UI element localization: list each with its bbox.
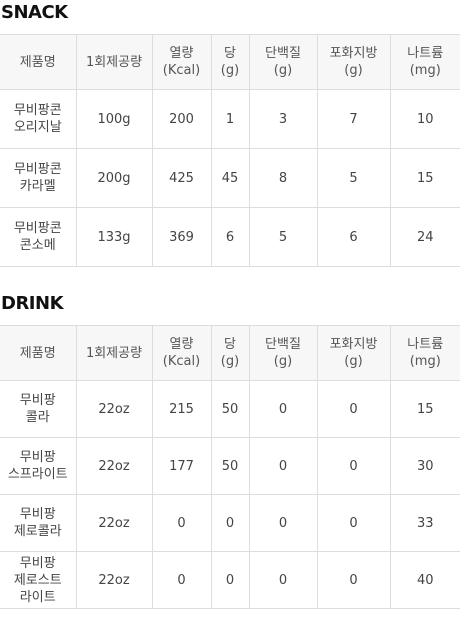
table-row: 무비팡콘 오리지날 100g 200 1 3 7 10 [0,90,460,149]
serving-cell: 100g [76,90,152,149]
header-calories: 열량 (Kcal) [152,326,211,381]
sugar-cell: 6 [211,208,249,267]
snack-nutrition-table: 제품명 1회제공량 열량 (Kcal) 당 (g) 단백질 (g) 포화지방 (g) 나… [0,34,460,267]
sugar-cell: 0 [211,495,249,552]
header-calories: 열량 (Kcal) [152,35,211,90]
serving-cell: 22oz [76,552,152,609]
serving-cell: 133g [76,208,152,267]
calories-cell: 215 [152,381,211,438]
serving-cell: 22oz [76,381,152,438]
calories-cell: 200 [152,90,211,149]
snack-section-title: SNACK [0,2,460,24]
sugar-cell: 45 [211,149,249,208]
protein-cell: 8 [249,149,317,208]
header-serving-size: 1회제공량 [76,35,152,90]
table-row: 무비팡 스프라이트 22oz 177 50 0 0 30 [0,438,460,495]
serving-cell: 22oz [76,495,152,552]
product-name-cell: 무비팡 제로콜라 [0,495,76,552]
table-header-row: 제품명 1회제공량 열량 (Kcal) 당 (g) 단백질 (g) 포화지방 (g) 나… [0,326,460,381]
header-sugar: 당 (g) [211,35,249,90]
protein-cell: 0 [249,438,317,495]
sodium-cell: 40 [390,552,460,609]
saturated-fat-cell: 0 [317,438,390,495]
sodium-cell: 15 [390,381,460,438]
table-row: 무비팡콘 콘소메 133g 369 6 5 6 24 [0,208,460,267]
header-protein: 단백질 (g) [249,35,317,90]
product-name-cell: 무비팡콘 콘소메 [0,208,76,267]
product-name-cell: 무비팡콘 카라멜 [0,149,76,208]
calories-cell: 425 [152,149,211,208]
serving-cell: 200g [76,149,152,208]
calories-cell: 0 [152,552,211,609]
protein-cell: 0 [249,552,317,609]
header-sugar: 당 (g) [211,326,249,381]
saturated-fat-cell: 0 [317,381,390,438]
table-header-row: 제품명 1회제공량 열량 (Kcal) 당 (g) 단백질 (g) 포화지방 (g) 나… [0,35,460,90]
saturated-fat-cell: 7 [317,90,390,149]
sugar-cell: 50 [211,438,249,495]
product-name-cell: 무비팡콘 오리지날 [0,90,76,149]
header-product-name: 제품명 [0,326,76,381]
sugar-cell: 50 [211,381,249,438]
calories-cell: 0 [152,495,211,552]
protein-cell: 0 [249,381,317,438]
sugar-cell: 1 [211,90,249,149]
table-row: 무비팡 제로스트 라이트 22oz 0 0 0 0 40 [0,552,460,609]
saturated-fat-cell: 0 [317,495,390,552]
header-serving-size: 1회제공량 [76,326,152,381]
calories-cell: 177 [152,438,211,495]
calories-cell: 369 [152,208,211,267]
header-sodium: 나트륨 (mg) [390,35,460,90]
table-row: 무비팡콘 카라멜 200g 425 45 8 5 15 [0,149,460,208]
serving-cell: 22oz [76,438,152,495]
protein-cell: 0 [249,495,317,552]
sodium-cell: 15 [390,149,460,208]
product-name-cell: 무비팡 콜라 [0,381,76,438]
saturated-fat-cell: 6 [317,208,390,267]
product-name-cell: 무비팡 제로스트 라이트 [0,552,76,609]
header-product-name: 제품명 [0,35,76,90]
header-protein: 단백질 (g) [249,326,317,381]
sodium-cell: 24 [390,208,460,267]
sodium-cell: 10 [390,90,460,149]
protein-cell: 3 [249,90,317,149]
saturated-fat-cell: 5 [317,149,390,208]
saturated-fat-cell: 0 [317,552,390,609]
sodium-cell: 30 [390,438,460,495]
protein-cell: 5 [249,208,317,267]
table-row: 무비팡 콜라 22oz 215 50 0 0 15 [0,381,460,438]
sugar-cell: 0 [211,552,249,609]
sodium-cell: 33 [390,495,460,552]
table-row: 무비팡 제로콜라 22oz 0 0 0 0 33 [0,495,460,552]
header-sodium: 나트륨 (mg) [390,326,460,381]
drink-section-title: DRINK [0,293,460,315]
drink-nutrition-table: 제품명 1회제공량 열량 (Kcal) 당 (g) 단백질 (g) 포화지방 (g) 나… [0,325,460,609]
product-name-cell: 무비팡 스프라이트 [0,438,76,495]
header-saturated-fat: 포화지방 (g) [317,326,390,381]
header-saturated-fat: 포화지방 (g) [317,35,390,90]
